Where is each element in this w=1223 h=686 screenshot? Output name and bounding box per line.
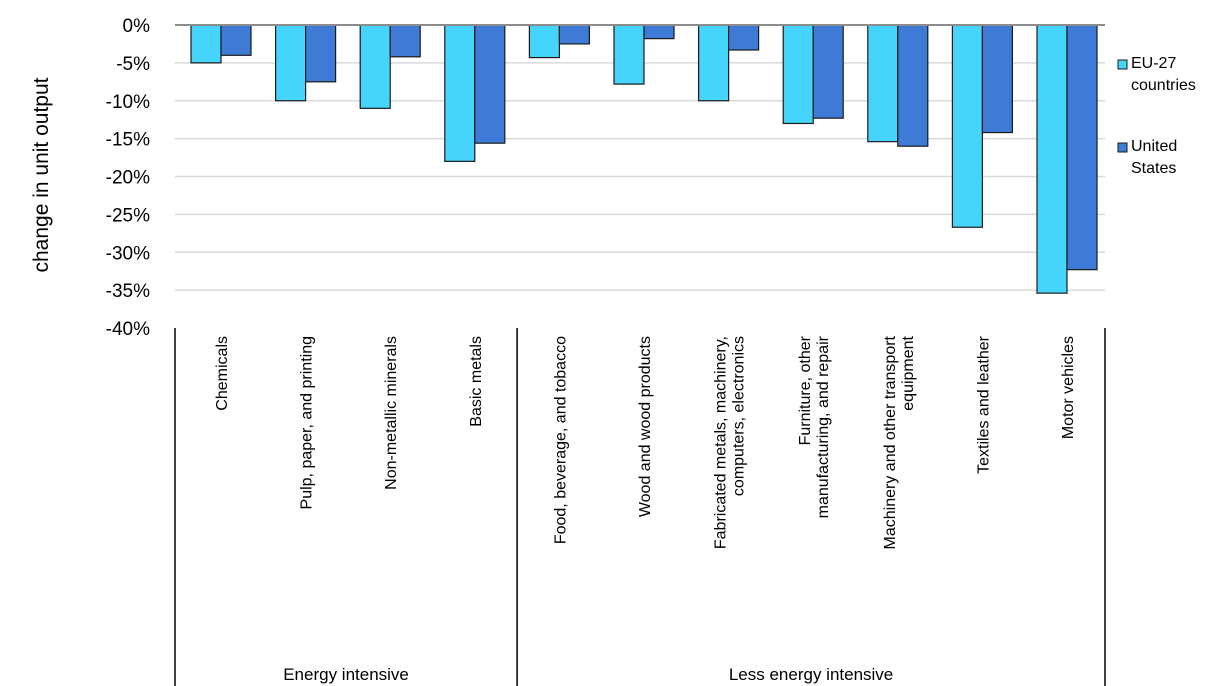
category-label: equipment bbox=[900, 335, 917, 410]
bar bbox=[812, 24, 844, 119]
group-label: Less energy intensive bbox=[729, 665, 893, 684]
bar bbox=[359, 24, 391, 109]
y-tick-label: 0% bbox=[123, 16, 151, 37]
y-tick-label: -20% bbox=[106, 168, 150, 189]
category-label: Chemicals bbox=[214, 336, 231, 411]
group-labels: Energy intensive Less energy intensive bbox=[283, 665, 893, 684]
bar bbox=[190, 24, 222, 64]
bar bbox=[613, 24, 645, 85]
y-tick-label: -10% bbox=[106, 92, 150, 113]
bar bbox=[697, 24, 730, 102]
category-label: manufacturing, and repair bbox=[815, 335, 832, 518]
bar bbox=[444, 24, 476, 162]
grid-layer bbox=[175, 62, 1105, 291]
y-tick-label: -15% bbox=[106, 130, 150, 151]
bar bbox=[867, 24, 899, 143]
category-label: Textiles and leather bbox=[975, 335, 992, 474]
legend-label: States bbox=[1131, 160, 1176, 177]
y-tick-label: -25% bbox=[106, 205, 150, 226]
category-label: Fabricated metals, machinery, bbox=[713, 336, 730, 549]
group-label: Energy intensive bbox=[283, 665, 409, 684]
category-label: Basic metals bbox=[468, 336, 485, 427]
category-label: Non-metallic minerals bbox=[383, 336, 400, 490]
y-tick-label: -30% bbox=[106, 243, 150, 264]
bars-layer bbox=[190, 24, 1098, 294]
bar bbox=[275, 24, 307, 102]
category-label: Machinery and other transport bbox=[882, 335, 899, 549]
legend: EU-27 countries United States bbox=[1117, 55, 1196, 177]
category-label: Food, beverage, and tobacco bbox=[552, 336, 569, 544]
bar bbox=[558, 24, 591, 45]
bar bbox=[897, 24, 929, 147]
category-label: Pulp, paper, and printing bbox=[299, 336, 316, 509]
y-tick-label: -5% bbox=[116, 54, 150, 75]
bar bbox=[474, 24, 506, 144]
axis-layer bbox=[174, 24, 1106, 686]
y-tick-label: -35% bbox=[106, 281, 150, 302]
category-labels: Chemicals Pulp, paper, and printing Non-me… bbox=[214, 335, 1077, 549]
legend-label: United bbox=[1131, 138, 1177, 155]
bar bbox=[727, 24, 760, 51]
legend-label: EU-27 bbox=[1131, 55, 1176, 72]
bar bbox=[1066, 24, 1098, 271]
y-tick-label: -40% bbox=[106, 319, 150, 340]
bar bbox=[981, 24, 1014, 134]
y-tick-labels: 0% -5% -10% -15% -20% -25% -30% -35% -40% bbox=[106, 16, 150, 340]
bar bbox=[782, 24, 814, 125]
y-axis-title: change in unit output bbox=[30, 77, 53, 272]
bar bbox=[305, 24, 337, 83]
bar bbox=[528, 24, 561, 59]
bar bbox=[951, 24, 984, 228]
legend-swatch bbox=[1117, 142, 1128, 153]
category-label: Furniture, other bbox=[797, 335, 814, 445]
legend-label: countries bbox=[1131, 77, 1196, 94]
category-label: computers, electronics bbox=[731, 336, 748, 496]
bar bbox=[643, 24, 675, 40]
category-label: Motor vehicles bbox=[1060, 336, 1077, 439]
legend-swatch bbox=[1117, 59, 1128, 70]
bar bbox=[389, 24, 421, 58]
category-label: Wood and wood products bbox=[637, 336, 654, 517]
bar bbox=[1036, 24, 1068, 294]
bar bbox=[220, 24, 252, 56]
